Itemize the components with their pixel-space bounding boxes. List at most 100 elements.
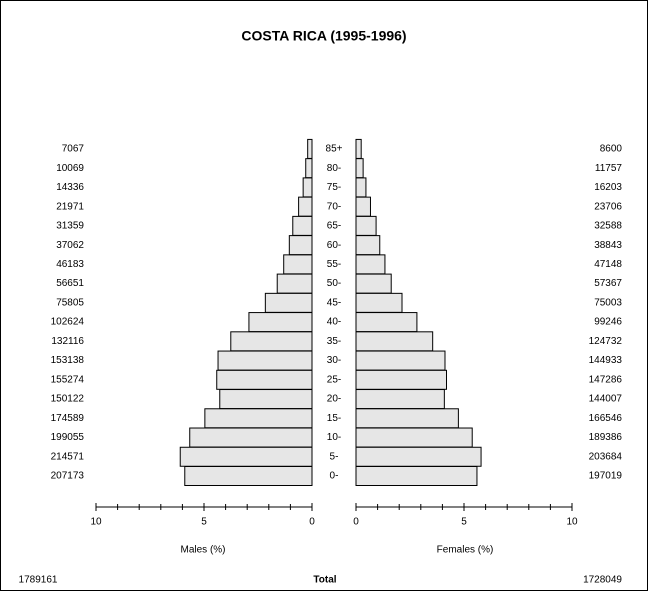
count-label: 132116 xyxy=(51,336,84,347)
bar xyxy=(355,196,371,217)
count-label: 207173 xyxy=(51,471,85,482)
bar xyxy=(355,331,434,352)
count-label: 174589 xyxy=(51,413,85,424)
bar xyxy=(355,215,377,236)
count-label: 214571 xyxy=(51,451,85,462)
age-label: 45- xyxy=(327,297,341,308)
count-label: 75805 xyxy=(56,297,84,308)
bar xyxy=(355,369,448,390)
bar xyxy=(230,331,313,352)
count-label: 102624 xyxy=(51,317,85,328)
chart-title: COSTA RICA (1995-1996) xyxy=(241,28,406,44)
count-label: 189386 xyxy=(589,432,623,443)
count-label: 38843 xyxy=(594,240,622,251)
count-label: 16203 xyxy=(594,182,622,193)
age-label: 10- xyxy=(327,432,341,443)
age-label: 30- xyxy=(327,355,341,366)
age-label: 0- xyxy=(330,471,339,482)
count-label: 197019 xyxy=(589,471,623,482)
count-label: 166546 xyxy=(589,413,623,424)
total-value: 1789161 xyxy=(19,575,58,586)
bar xyxy=(355,254,386,275)
bar xyxy=(355,446,482,467)
count-label: 199055 xyxy=(51,432,85,443)
bar xyxy=(298,196,313,217)
age-label: 75- xyxy=(327,182,341,193)
bar xyxy=(204,408,313,429)
x-tick-label: 10 xyxy=(566,517,578,528)
x-tick-label: 5 xyxy=(461,517,467,528)
count-label: 8600 xyxy=(600,144,623,155)
bar xyxy=(184,466,313,486)
bar xyxy=(217,350,313,371)
count-label: 56651 xyxy=(56,278,84,289)
count-label: 203684 xyxy=(589,451,623,462)
age-label: 20- xyxy=(327,394,341,405)
count-label: 46183 xyxy=(56,259,84,270)
axis-label: Females (%) xyxy=(437,545,494,556)
bar xyxy=(276,273,313,294)
bar xyxy=(355,292,403,313)
count-label: 47148 xyxy=(594,259,622,270)
bar xyxy=(355,312,418,333)
bar xyxy=(283,254,313,275)
bar xyxy=(288,235,313,256)
count-label: 37062 xyxy=(56,240,84,251)
count-label: 7067 xyxy=(62,144,85,155)
count-label: 10069 xyxy=(56,163,84,174)
bar xyxy=(355,138,362,159)
count-label: 153138 xyxy=(51,355,85,366)
age-label: 5- xyxy=(330,451,339,462)
count-label: 150122 xyxy=(51,394,85,405)
bar xyxy=(307,138,313,159)
count-label: 11757 xyxy=(595,163,623,174)
age-label: 55- xyxy=(327,259,341,270)
bar xyxy=(305,158,313,179)
count-label: 21971 xyxy=(56,201,84,212)
bar xyxy=(355,273,392,294)
count-label: 14336 xyxy=(56,182,84,193)
count-label: 99246 xyxy=(594,317,622,328)
age-label: 70- xyxy=(327,201,341,212)
age-label: 65- xyxy=(327,221,341,232)
bar xyxy=(189,427,313,448)
count-label: 23706 xyxy=(594,201,622,212)
bar xyxy=(355,158,364,179)
age-label: 15- xyxy=(327,413,341,424)
age-label: 25- xyxy=(327,374,341,385)
total-value: 1728049 xyxy=(583,575,622,586)
x-tick-label: 5 xyxy=(201,517,207,528)
bar xyxy=(355,427,473,448)
bar xyxy=(355,177,367,198)
bar xyxy=(355,389,445,410)
age-label: 50- xyxy=(327,278,341,289)
age-label: 80- xyxy=(327,163,341,174)
bar xyxy=(355,350,446,371)
age-label: 85+ xyxy=(326,144,343,155)
count-label: 31359 xyxy=(56,221,84,232)
count-label: 75003 xyxy=(594,297,622,308)
bar xyxy=(216,369,313,390)
count-label: 124732 xyxy=(589,336,623,347)
count-label: 32588 xyxy=(594,221,622,232)
total-label: Total xyxy=(313,575,336,586)
bar xyxy=(219,389,313,410)
bar xyxy=(179,446,313,467)
bar xyxy=(264,292,313,313)
count-label: 155274 xyxy=(51,374,85,385)
age-label: 35- xyxy=(327,336,341,347)
count-label: 144933 xyxy=(589,355,623,366)
x-tick-label: 0 xyxy=(309,517,315,528)
bar xyxy=(355,466,478,486)
age-label: 60- xyxy=(327,240,341,251)
x-tick-label: 0 xyxy=(353,517,359,528)
bar xyxy=(248,312,313,333)
axis-label: Males (%) xyxy=(180,545,225,556)
x-tick-label: 10 xyxy=(90,517,102,528)
count-label: 57367 xyxy=(594,278,622,289)
count-label: 147286 xyxy=(589,374,623,385)
bar xyxy=(292,215,313,236)
bar xyxy=(302,177,313,198)
